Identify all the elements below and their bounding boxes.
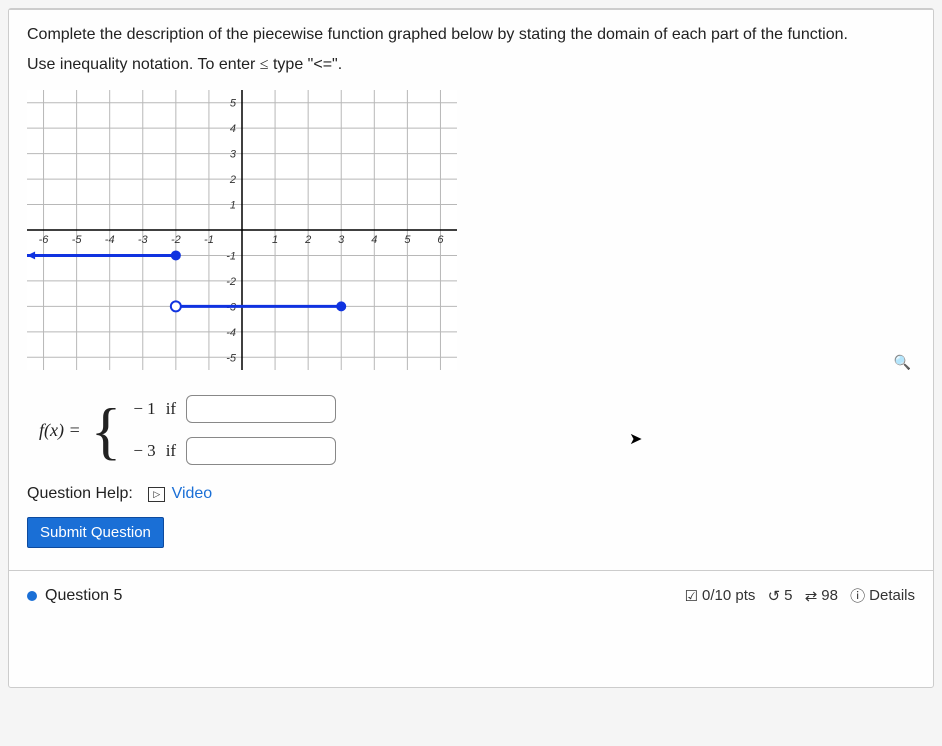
brace-icon: { bbox=[91, 405, 122, 456]
svg-text:5: 5 bbox=[404, 234, 411, 246]
svg-text:6: 6 bbox=[437, 234, 444, 246]
question-help-row: Question Help: ▷ Video bbox=[27, 485, 915, 503]
svg-text:-5: -5 bbox=[72, 234, 83, 246]
fx-lhs: f(x) = bbox=[39, 420, 81, 441]
question-status: ☑ 0/10 pts ↺ 5 ⇄ 98 ⓘ Details bbox=[685, 585, 915, 606]
case-line-1: − 1 if bbox=[133, 395, 336, 423]
retry-icon: ↺ bbox=[768, 587, 781, 605]
info-icon[interactable]: ⓘ bbox=[850, 585, 865, 606]
magnify-icon[interactable]: 🔍 bbox=[894, 354, 911, 371]
question-footer: Question 5 ☑ 0/10 pts ↺ 5 ⇄ 98 ⓘ Details bbox=[9, 570, 933, 620]
video-play-icon: ▷ bbox=[148, 487, 165, 502]
leq-symbol: ≤ bbox=[260, 56, 269, 73]
score-text: 0/10 pts bbox=[702, 587, 755, 604]
case-value-2: − 3 bbox=[133, 441, 155, 461]
video-link[interactable]: Video bbox=[172, 485, 213, 502]
hint-suffix: type "<=". bbox=[269, 56, 343, 73]
score-check-icon: ☑ bbox=[685, 587, 698, 605]
svg-text:-1: -1 bbox=[204, 234, 214, 246]
graph-svg: -6-5-4-3-2-1123456-5-4-3-2-112345 bbox=[27, 90, 457, 370]
case-if-1: if bbox=[166, 399, 176, 419]
question-status-dot-icon bbox=[27, 591, 37, 601]
question-label-group: Question 5 bbox=[27, 587, 122, 605]
svg-text:-5: -5 bbox=[226, 353, 237, 365]
question-prompt: Complete the description of the piecewis… bbox=[27, 24, 915, 46]
svg-text:-6: -6 bbox=[39, 234, 50, 246]
svg-text:-3: -3 bbox=[138, 234, 149, 246]
swap-value: 98 bbox=[821, 587, 838, 604]
question-card: Complete the description of the piecewis… bbox=[8, 8, 934, 688]
case-value-1: − 1 bbox=[133, 399, 155, 419]
details-link[interactable]: Details bbox=[869, 587, 915, 604]
svg-text:-2: -2 bbox=[226, 276, 236, 288]
svg-text:3: 3 bbox=[338, 234, 345, 246]
svg-text:-4: -4 bbox=[105, 234, 115, 246]
svg-text:1: 1 bbox=[230, 200, 236, 212]
case-if-2: if bbox=[166, 441, 176, 461]
case-line-2: − 3 if bbox=[133, 437, 336, 465]
question-number-label: Question 5 bbox=[45, 587, 122, 605]
domain-input-1[interactable] bbox=[186, 395, 336, 423]
piecewise-graph: -6-5-4-3-2-1123456-5-4-3-2-112345 🔍 bbox=[27, 90, 915, 375]
function-definition: f(x) = { − 1 if − 3 if bbox=[39, 395, 915, 465]
svg-text:3: 3 bbox=[230, 149, 237, 161]
retries-left: 5 bbox=[784, 587, 792, 604]
swap-icon: ⇄ bbox=[805, 587, 818, 605]
svg-text:-4: -4 bbox=[226, 327, 236, 339]
svg-text:5: 5 bbox=[230, 98, 237, 110]
svg-text:1: 1 bbox=[272, 234, 278, 246]
svg-text:4: 4 bbox=[371, 234, 377, 246]
divider-top bbox=[9, 9, 933, 10]
submit-question-button[interactable]: Submit Question bbox=[27, 517, 164, 548]
domain-input-2[interactable] bbox=[186, 437, 336, 465]
svg-text:2: 2 bbox=[229, 174, 236, 186]
question-help-label: Question Help: bbox=[27, 485, 133, 502]
svg-text:2: 2 bbox=[304, 234, 311, 246]
svg-text:4: 4 bbox=[230, 124, 236, 136]
function-cases: − 1 if − 3 if bbox=[133, 395, 336, 465]
hint-prefix: Use inequality notation. To enter bbox=[27, 56, 260, 73]
svg-text:-1: -1 bbox=[226, 251, 236, 263]
svg-text:-2: -2 bbox=[171, 234, 181, 246]
question-hint: Use inequality notation. To enter ≤ type… bbox=[27, 56, 915, 74]
